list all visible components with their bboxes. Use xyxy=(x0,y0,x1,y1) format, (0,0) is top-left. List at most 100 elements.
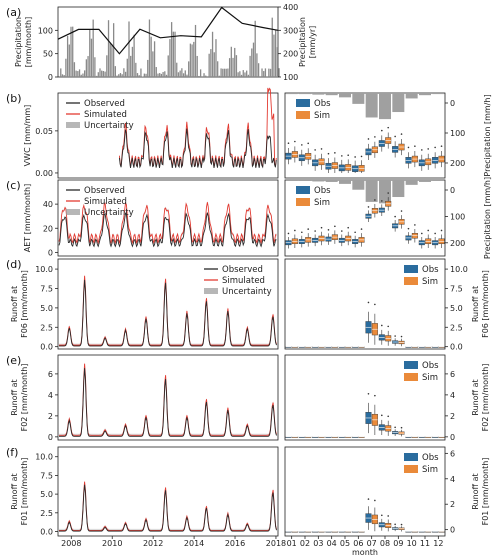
precip-bar xyxy=(203,73,205,77)
precip-bar xyxy=(68,44,70,77)
y2-tick-label: 200 xyxy=(450,239,465,248)
legend-label: Simulated xyxy=(84,110,127,120)
outlier xyxy=(400,426,403,429)
y2-tick-label: 100 xyxy=(450,212,465,221)
outlier xyxy=(367,392,370,395)
precip-bar xyxy=(78,69,81,77)
outlier xyxy=(334,152,336,154)
precip-bar xyxy=(240,74,243,77)
precip-bar xyxy=(84,70,86,77)
x-tick-label: 2012 xyxy=(143,539,163,548)
precip-bar xyxy=(232,57,234,77)
precip-bar xyxy=(90,38,93,77)
panel-label: (f) xyxy=(6,446,18,459)
legend-label: Obs xyxy=(422,265,439,275)
precip-bar xyxy=(97,72,99,77)
precip-bar xyxy=(179,70,181,77)
y-axis-label: Runoff at xyxy=(10,379,19,415)
outlier xyxy=(334,225,336,228)
y-tick-label: 0.0 xyxy=(40,528,53,537)
precip-bar xyxy=(124,71,127,77)
outlier xyxy=(341,155,343,157)
observed-line xyxy=(58,212,277,248)
y2-tick-label: 2 xyxy=(450,500,455,509)
precip-bar xyxy=(182,73,185,77)
precip-bar xyxy=(130,55,132,77)
y-axis-label: [mm/month] xyxy=(24,17,33,68)
outlier xyxy=(381,129,383,132)
y-tick-label: 2 xyxy=(48,412,53,421)
y2-tick-label: 10.0 xyxy=(450,265,468,274)
precip-bar xyxy=(191,44,193,77)
outlier xyxy=(427,229,430,232)
precip-bar xyxy=(263,71,265,77)
precip-bar xyxy=(61,74,64,77)
precip-bar xyxy=(87,56,89,77)
outlier xyxy=(394,215,396,218)
precip-bar xyxy=(181,68,183,77)
legend-label: Obs xyxy=(314,99,331,109)
outlier xyxy=(327,152,330,155)
precip-bar xyxy=(170,22,173,78)
y2-axis-label: [mm/yr] xyxy=(308,26,317,59)
outlier xyxy=(287,142,290,144)
y-tick-label: 4 xyxy=(48,391,53,400)
precip-bar xyxy=(278,68,280,77)
x-tick-label: 07 xyxy=(367,539,377,548)
precip-bar xyxy=(131,46,134,77)
precip-bar xyxy=(352,93,365,104)
y-tick-label: 100 xyxy=(38,26,53,35)
precip-bar xyxy=(196,55,198,77)
x-tick-label: 02 xyxy=(300,539,310,548)
outlier xyxy=(394,523,396,526)
legend-label: Obs xyxy=(422,361,439,371)
precip-bar xyxy=(256,53,258,77)
outlier xyxy=(314,230,316,232)
y-tick-label: 40 xyxy=(43,200,53,209)
outlier xyxy=(387,515,390,517)
precip-bar xyxy=(169,39,171,77)
panel-label: (a) xyxy=(6,6,21,19)
y-tick-label: 0.00 xyxy=(35,169,53,178)
legend-label: Uncertainty xyxy=(84,121,134,131)
outlier xyxy=(314,149,316,151)
y-tick-label: 0 xyxy=(48,248,53,257)
precip-bar xyxy=(121,74,123,77)
y2-tick-label: 100 xyxy=(450,129,465,138)
outlier xyxy=(400,210,403,212)
y-axis-label: F02 [mm/month] xyxy=(20,364,29,432)
x-tick-label: 2014 xyxy=(184,539,204,548)
outlier xyxy=(414,145,416,147)
x-tick-label: 2008 xyxy=(61,539,81,548)
precip-bar xyxy=(299,180,311,181)
precip-bar xyxy=(102,70,105,77)
precip-bar xyxy=(119,73,122,77)
precip-bar xyxy=(126,58,128,77)
outlier xyxy=(327,229,330,231)
precip-bar xyxy=(141,76,144,77)
panel-frame xyxy=(57,92,279,179)
panel-label: (b) xyxy=(6,92,22,105)
outlier xyxy=(394,135,396,138)
y2-axis-label: Runoff at xyxy=(471,473,480,509)
precip-bar xyxy=(189,43,192,77)
precip-bar xyxy=(133,34,135,77)
precip-bar xyxy=(188,61,190,77)
panel-frame xyxy=(57,446,279,537)
precip-bar xyxy=(392,93,405,113)
annual-precip-line xyxy=(57,6,279,55)
precip-bar xyxy=(73,62,76,77)
precip-bar xyxy=(75,70,77,77)
outlier xyxy=(374,394,376,397)
outlier xyxy=(381,514,383,517)
precip-bar xyxy=(213,52,215,77)
precip-bar xyxy=(365,93,378,118)
precip-bar xyxy=(405,93,418,99)
outlier xyxy=(320,226,323,229)
y2-tick-label: 6 xyxy=(450,449,455,458)
x-tick-label: 12 xyxy=(433,539,443,548)
precip-bar xyxy=(164,71,166,77)
y-tick-label: 5.0 xyxy=(40,304,53,313)
outlier xyxy=(400,133,403,135)
y-axis-label: Runoff at xyxy=(10,473,19,509)
